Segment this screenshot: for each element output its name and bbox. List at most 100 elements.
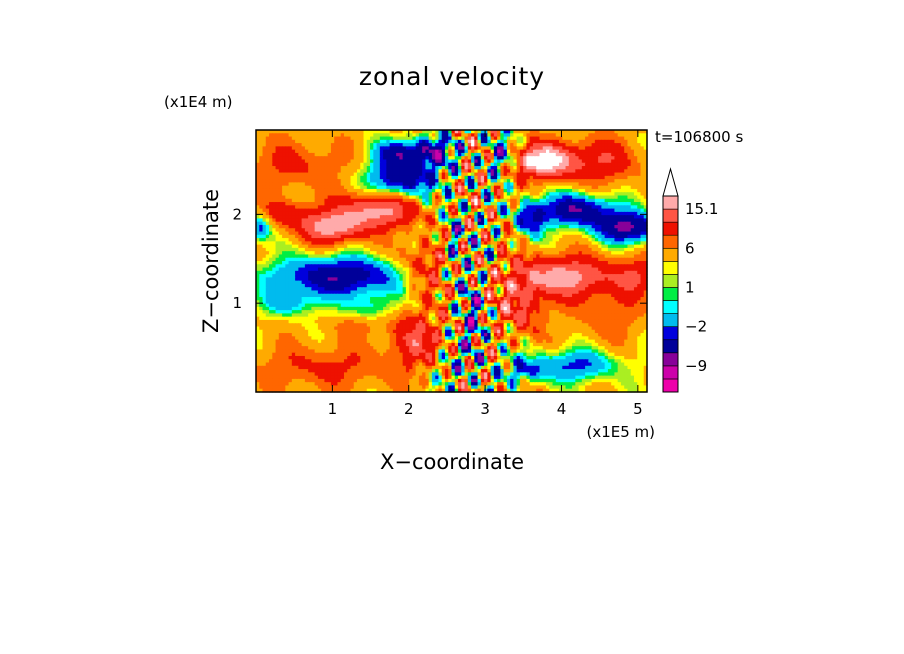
contour-cell: [379, 169, 384, 174]
contour-cell: [422, 130, 427, 134]
contour-cell: [409, 211, 413, 216]
contour-cell: [510, 205, 515, 210]
contour-cell: [516, 218, 521, 223]
contour-cell: [278, 228, 283, 233]
contour-cell: [275, 188, 280, 193]
contour-cell: [278, 169, 283, 174]
contour-cell: [497, 149, 501, 154]
contour-cell: [539, 208, 544, 213]
contour-cell: [337, 218, 342, 223]
contour-cell: [627, 139, 632, 144]
contour-cell: [334, 143, 339, 147]
contour-cell: [490, 251, 495, 256]
contour-cell: [373, 156, 378, 161]
contour-cell: [370, 211, 374, 216]
contour-cell: [418, 192, 423, 197]
contour-cell: [545, 146, 550, 151]
contour-cell: [581, 202, 586, 206]
contour-cell: [441, 228, 446, 233]
contour-cell: [282, 166, 286, 170]
contour-cell: [555, 179, 560, 184]
contour-cell: [526, 261, 531, 265]
contour-cell: [366, 247, 371, 252]
contour-cell: [428, 143, 433, 147]
contour-cell: [620, 169, 625, 174]
contour-cell: [477, 241, 482, 246]
contour-cell: [402, 247, 407, 252]
contour-cell: [643, 139, 648, 144]
contour-cell: [379, 244, 384, 249]
contour-cell: [523, 179, 528, 184]
contour-cell: [503, 139, 508, 144]
contour-cell: [357, 228, 361, 233]
contour-cell: [464, 205, 469, 210]
contour-cell: [503, 146, 508, 151]
contour-cell: [523, 169, 528, 174]
contour-cell: [441, 139, 446, 144]
contour-cell: [301, 221, 306, 226]
contour-cell: [334, 195, 339, 200]
contour-cell: [324, 211, 329, 216]
contour-cell: [611, 247, 616, 252]
contour-cell: [399, 159, 404, 164]
contour-cell: [321, 198, 326, 203]
contour-cell: [549, 156, 554, 161]
contour-cell: [353, 231, 358, 236]
contour-cell: [360, 182, 365, 187]
contour-cell: [467, 238, 472, 242]
contour-cell: [572, 247, 576, 252]
contour-cell: [575, 238, 580, 242]
time-label: t=106800 s: [655, 128, 743, 146]
contour-cell: [392, 241, 397, 246]
contour-cell: [474, 234, 479, 239]
contour-cell: [542, 244, 547, 249]
contour-cell: [549, 185, 554, 190]
contour-cell: [265, 139, 270, 144]
contour-cell: [630, 149, 635, 154]
contour-cell: [363, 205, 368, 210]
contour-cell: [555, 162, 560, 167]
contour-cell: [402, 244, 407, 249]
contour-cell: [529, 143, 534, 147]
contour-cell: [601, 221, 606, 226]
contour-cell: [585, 166, 589, 170]
contour-cell: [519, 156, 524, 161]
contour-cell: [591, 254, 596, 259]
contour-cell: [598, 244, 602, 249]
contour-cell: [513, 254, 518, 259]
contour-cell: [438, 149, 443, 154]
contour-cell: [360, 261, 365, 265]
contour-cell: [363, 215, 368, 220]
contour-cell: [425, 182, 430, 187]
contour-cell: [471, 162, 475, 167]
contour-cell: [611, 254, 616, 259]
contour-cell: [343, 179, 348, 184]
contour-cell: [269, 175, 273, 180]
contour-cell: [321, 175, 326, 180]
contour-cell: [282, 175, 286, 180]
contour-cell: [330, 133, 335, 138]
contour-cell: [425, 202, 430, 206]
contour-cell: [552, 244, 557, 249]
contour-cell: [627, 261, 632, 265]
contour-cell: [575, 130, 580, 134]
contour-cell: [383, 218, 387, 223]
contour-cell: [373, 218, 378, 223]
contour-cell: [549, 159, 554, 164]
contour-cell: [357, 159, 361, 164]
contour-cell: [392, 175, 397, 180]
contour-cell: [425, 264, 430, 269]
contour-cell: [594, 224, 599, 229]
contour-cell: [477, 261, 482, 265]
contour-cell: [373, 188, 378, 193]
contour-cell: [559, 172, 563, 177]
contour-cell: [467, 254, 472, 259]
contour-cell: [454, 228, 459, 233]
contour-cell: [480, 143, 485, 147]
contour-cell: [357, 218, 361, 223]
contour-cell: [503, 162, 508, 167]
contour-cell: [526, 182, 531, 187]
contour-cell: [578, 182, 583, 187]
contour-cell: [262, 195, 267, 200]
contour-cell: [601, 162, 606, 167]
